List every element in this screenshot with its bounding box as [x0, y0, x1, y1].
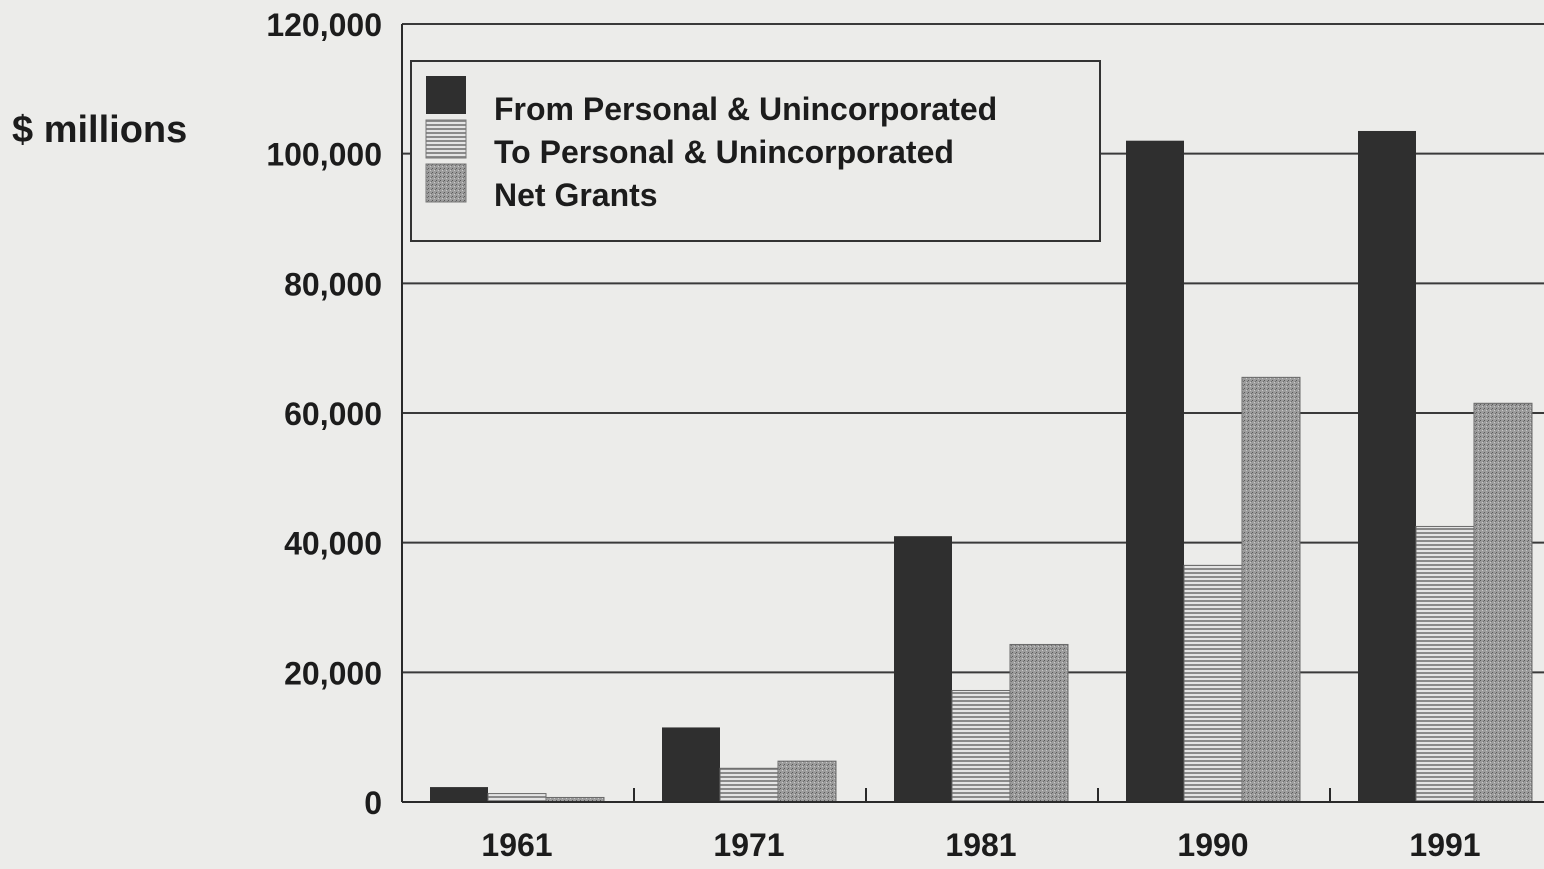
- bar-from-personal: [894, 536, 952, 802]
- y-tick-label: 0: [364, 785, 382, 821]
- bar-from-personal: [430, 787, 488, 802]
- legend-swatch-to-personal: [425, 119, 467, 159]
- bar-to-personal: [719, 767, 779, 803]
- bars: [430, 130, 1533, 803]
- legend-swatch-from-personal: [426, 76, 466, 114]
- bar-to-personal: [951, 689, 1011, 803]
- bar-net-grants: [1241, 376, 1301, 803]
- bar-to-personal: [1415, 525, 1475, 803]
- x-tick-label: 1990: [1177, 827, 1248, 863]
- bar-from-personal: [662, 727, 720, 802]
- x-tick-label: 1961: [481, 827, 552, 863]
- legend-label-net-grants: Net Grants: [494, 177, 658, 213]
- y-tick-label: 60,000: [284, 396, 382, 432]
- bar-net-grants: [1009, 643, 1069, 803]
- y-axis-label: $ millions: [12, 109, 187, 151]
- bar-to-personal: [487, 793, 547, 803]
- bar-from-personal: [1358, 130, 1416, 803]
- bar-from-personal: [1126, 140, 1184, 802]
- legend-label-from-personal: From Personal & Unincorporated: [494, 91, 997, 127]
- y-tick-label: 20,000: [284, 655, 382, 691]
- legend-box: [410, 60, 1101, 242]
- bar-net-grants: [1473, 402, 1533, 803]
- legend-swatch-net-grants: [425, 163, 467, 203]
- axes: 0 20,000 40,000 60,000 80,000 100,000 120,000 1…: [266, 7, 1544, 863]
- y-tick-label: 80,000: [284, 266, 382, 302]
- legend-label-to-personal: To Personal & Unincorporated: [494, 134, 954, 170]
- x-tick-label: 1991: [1409, 827, 1480, 863]
- x-tick-label: 1981: [945, 827, 1016, 863]
- bar-to-personal: [1183, 564, 1243, 803]
- y-tick-label: 120,000: [266, 7, 382, 43]
- y-tick-label: 100,000: [266, 137, 382, 173]
- y-tick-label: 40,000: [284, 526, 382, 562]
- legend: From Personal & Unincorporated To Person…: [410, 60, 1101, 242]
- bar-net-grants: [777, 760, 837, 803]
- x-tick-label: 1971: [713, 827, 784, 863]
